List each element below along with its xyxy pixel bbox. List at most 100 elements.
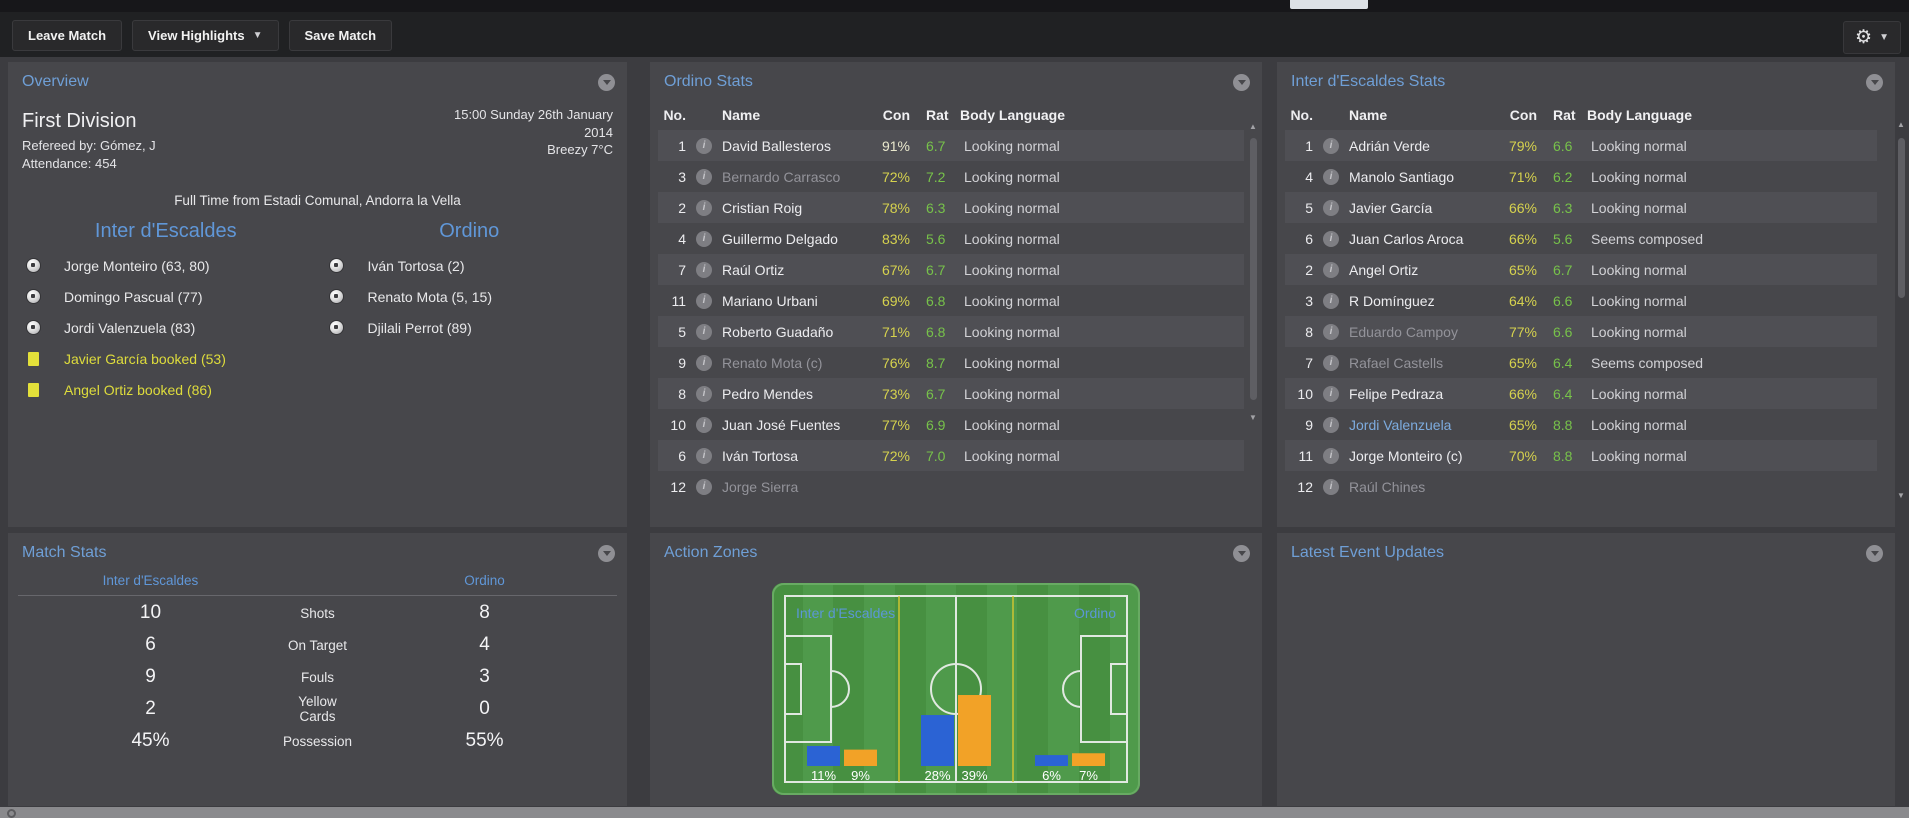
match-stats-rows: 10 Shots 8 6 On Target 4 9 Fouls 3	[18, 598, 617, 756]
scroll-down-arrow[interactable]: ▼	[1897, 491, 1905, 500]
col-header-no[interactable]: No.	[663, 107, 686, 123]
player-row[interactable]: 1 i David Ballesteros 91% 6.7 Looking no…	[658, 130, 1244, 161]
player-name: Manolo Santiago	[1349, 168, 1455, 185]
col-header-body-language[interactable]: Body Language	[1587, 107, 1693, 123]
info-icon[interactable]: i	[696, 292, 712, 309]
player-row[interactable]: 8 i Pedro Mendes 73% 6.7 Looking normal	[658, 378, 1244, 409]
shirt-number: 10	[670, 416, 686, 433]
player-row[interactable]: 5 i Javier García 66% 6.3 Looking normal	[1285, 192, 1877, 223]
rating-value: 6.9	[926, 416, 946, 433]
col-header-name[interactable]: Name	[722, 107, 761, 123]
player-name: Rafael Castells	[1349, 354, 1444, 371]
shirt-number: 7	[678, 261, 686, 278]
info-icon[interactable]: i	[1323, 354, 1339, 371]
info-icon[interactable]: i	[696, 478, 712, 495]
player-row[interactable]: 7 i Rafael Castells 65% 6.4 Seems compos…	[1285, 347, 1877, 378]
collapse-panel-button[interactable]	[598, 73, 615, 91]
player-row[interactable]: 3 i Bernardo Carrasco 72% 7.2 Looking no…	[658, 161, 1244, 192]
home-scorers-column: Inter d'Escaldes Jorge Monteiro (63, 80)…	[14, 220, 318, 405]
save-match-button[interactable]: Save Match	[288, 20, 393, 51]
info-icon[interactable]: i	[1323, 292, 1339, 309]
info-icon[interactable]: i	[1323, 323, 1339, 340]
inter-stats-panel: Inter d'Escaldes Stats No. Name Con Rat …	[1277, 62, 1895, 527]
player-row[interactable]: 8 i Eduardo Campoy 77% 6.6 Looking norma…	[1285, 316, 1877, 347]
info-icon[interactable]: i	[1323, 199, 1339, 216]
ordino-stats-rows: 1 i David Ballesteros 91% 6.7 Looking no…	[658, 130, 1244, 502]
info-icon[interactable]: i	[1323, 478, 1339, 495]
scroll-down-arrow[interactable]: ▼	[1249, 413, 1257, 422]
player-row[interactable]: 2 i Angel Ortiz 65% 6.7 Looking normal	[1285, 254, 1877, 285]
col-header-rat[interactable]: Rat	[926, 107, 949, 123]
scrollbar-thumb[interactable]	[1898, 138, 1905, 298]
info-icon[interactable]: i	[1323, 416, 1339, 433]
col-header-rat[interactable]: Rat	[1553, 107, 1576, 123]
info-icon[interactable]: i	[696, 261, 712, 278]
info-icon[interactable]: i	[696, 447, 712, 464]
scroll-up-arrow[interactable]: ▲	[1249, 122, 1257, 131]
collapse-panel-button[interactable]	[1866, 544, 1883, 562]
rating-value: 6.4	[1553, 354, 1573, 371]
player-row[interactable]: 2 i Cristian Roig 78% 6.3 Looking normal	[658, 192, 1244, 223]
player-row[interactable]: 10 i Juan José Fuentes 77% 6.9 Looking n…	[658, 409, 1244, 440]
player-name: Juan José Fuentes	[722, 416, 841, 433]
info-icon[interactable]: i	[1323, 168, 1339, 185]
condition-value: 66%	[1508, 230, 1537, 247]
info-icon[interactable]: i	[1323, 447, 1339, 464]
player-name: Javier García	[1349, 199, 1433, 216]
collapse-panel-button[interactable]	[1233, 73, 1250, 91]
player-row[interactable]: 9 i Renato Mota (c) 76% 8.7 Looking norm…	[658, 347, 1244, 378]
player-row[interactable]: 10 i Felipe Pedraza 66% 6.4 Looking norm…	[1285, 378, 1877, 409]
view-highlights-button[interactable]: View Highlights ▼	[132, 20, 279, 51]
player-row[interactable]: 4 i Manolo Santiago 71% 6.2 Looking norm…	[1285, 161, 1877, 192]
info-icon[interactable]: i	[696, 230, 712, 247]
player-row[interactable]: 1 i Adrián Verde 79% 6.6 Looking normal	[1285, 130, 1877, 161]
player-row[interactable]: 5 i Roberto Guadaño 71% 6.8 Looking norm…	[658, 316, 1244, 347]
kickoff-year: 2014	[584, 124, 613, 140]
info-icon[interactable]: i	[696, 323, 712, 340]
rating-value: 6.6	[1553, 292, 1573, 309]
scrollbar-thumb[interactable]	[1250, 138, 1257, 400]
body-language-value: Looking normal	[964, 323, 1060, 340]
info-icon[interactable]: i	[1323, 385, 1339, 402]
collapse-panel-button[interactable]	[1233, 544, 1250, 562]
player-row[interactable]: 9 i Jordi Valenzuela 65% 8.8 Looking nor…	[1285, 409, 1877, 440]
window-scrollbar: ▲ ▼	[1894, 120, 1908, 500]
col-header-con[interactable]: Con	[882, 107, 910, 123]
player-row[interactable]: 11 i Mariano Urbani 69% 6.8 Looking norm…	[658, 285, 1244, 316]
info-icon[interactable]: i	[696, 199, 712, 216]
player-name: Jorge Sierra	[722, 478, 799, 495]
player-row[interactable]: 6 i Iván Tortosa 72% 7.0 Looking normal	[658, 440, 1244, 471]
player-row[interactable]: 4 i Guillermo Delgado 83% 5.6 Looking no…	[658, 223, 1244, 254]
info-icon[interactable]: i	[1323, 137, 1339, 154]
info-icon[interactable]: i	[696, 416, 712, 433]
collapse-panel-button[interactable]	[598, 544, 615, 562]
player-row[interactable]: 6 i Juan Carlos Aroca 66% 5.6 Seems comp…	[1285, 223, 1877, 254]
info-icon[interactable]: i	[1323, 230, 1339, 247]
info-icon[interactable]: i	[696, 168, 712, 185]
player-row[interactable]: 7 i Raúl Ortiz 67% 6.7 Looking normal	[658, 254, 1244, 285]
panel-title: Inter d'Escaldes Stats	[1291, 73, 1446, 90]
col-header-con[interactable]: Con	[1509, 107, 1537, 123]
player-row[interactable]: 3 i R Domínguez 64% 6.6 Looking normal	[1285, 285, 1877, 316]
rating-value: 5.6	[1553, 230, 1573, 247]
player-row[interactable]: 12 i Jorge Sierra	[658, 471, 1244, 502]
info-icon[interactable]: i	[696, 385, 712, 402]
col-header-name[interactable]: Name	[1349, 107, 1388, 123]
goal-ball-icon	[330, 259, 343, 273]
away-stat-value: 55%	[465, 730, 504, 751]
home-stat-value: 9	[145, 666, 156, 687]
player-name: Jorge Monteiro (c)	[1349, 447, 1463, 464]
horizontal-scrollbar[interactable]	[0, 807, 1909, 818]
col-header-no[interactable]: No.	[1290, 107, 1313, 123]
info-icon[interactable]: i	[696, 354, 712, 371]
player-row[interactable]: 12 i Raúl Chines	[1285, 471, 1877, 502]
overview-panel: Overview First Division Refereed by: Góm…	[8, 62, 627, 527]
leave-match-button[interactable]: Leave Match	[12, 20, 123, 51]
player-row[interactable]: 11 i Jorge Monteiro (c) 70% 8.8 Looking …	[1285, 440, 1877, 471]
settings-button[interactable]: ⚙ ▼	[1843, 21, 1901, 54]
scroll-up-arrow[interactable]: ▲	[1897, 120, 1905, 129]
col-header-body-language[interactable]: Body Language	[960, 107, 1066, 123]
info-icon[interactable]: i	[696, 137, 712, 154]
info-icon[interactable]: i	[1323, 261, 1339, 278]
collapse-panel-button[interactable]	[1866, 73, 1883, 91]
